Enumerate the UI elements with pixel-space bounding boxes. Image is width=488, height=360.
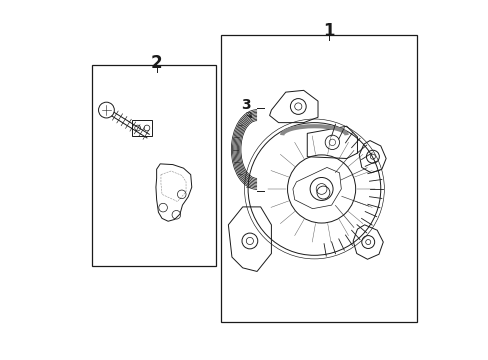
Bar <box>92 65 215 266</box>
Text: 2: 2 <box>150 54 162 72</box>
Text: 3: 3 <box>241 98 251 112</box>
Bar <box>221 35 416 321</box>
Text: 1: 1 <box>323 22 334 40</box>
Bar <box>132 121 152 135</box>
